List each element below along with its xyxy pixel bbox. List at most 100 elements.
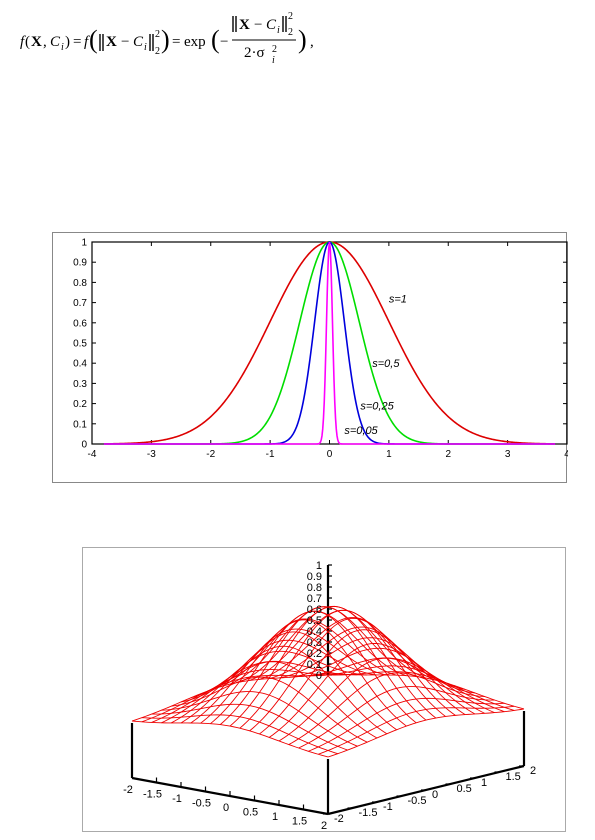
formula-sub2b: 2: [288, 27, 293, 38]
formula-minus1: −: [121, 34, 129, 50]
x-tick-label: 2: [321, 820, 327, 832]
formula-x3: X: [239, 17, 250, 33]
y-tick-label: 0.8: [73, 278, 87, 289]
mesh-line: [327, 708, 525, 758]
formula-sup2: 2: [155, 29, 160, 40]
x-tick-label: -1: [266, 449, 275, 460]
y-tick-label: 0.9: [73, 258, 87, 269]
mesh-line: [249, 609, 446, 717]
x-tick-label: -1.5: [143, 789, 162, 801]
x-tick-label: 0.5: [243, 807, 258, 819]
formula-bigparen-close: ): [161, 25, 170, 54]
formula-minus2: −: [220, 34, 228, 50]
mesh-line: [259, 617, 456, 716]
z-tick-label: 0.4: [307, 626, 322, 638]
mesh-line: [308, 697, 505, 752]
z-tick-label: 0.2: [307, 648, 322, 660]
y-tick-label: 0.7: [73, 298, 87, 309]
formula-eq2: =: [172, 34, 180, 50]
x-tick-label: 1: [272, 811, 278, 823]
gaussian-surface-chart: 00.10.20.30.40.50.60.70.80.91-2 -1.5 -1 -0.…: [82, 547, 566, 832]
formula-bigparen-open: (: [89, 25, 98, 54]
z-tick-label: 0.6: [307, 604, 322, 616]
y-tick-label: 0.5: [457, 783, 472, 795]
x-tick-label: 4: [564, 449, 568, 460]
x-tick-label: 1: [386, 449, 392, 460]
series-label: s=0,05: [344, 425, 378, 437]
z-tick-label: 0.3: [307, 637, 322, 649]
rbf-formula: f ( X , C i ) = f ( X − C i 2 2 ) = exp …: [20, 11, 314, 66]
mesh-line: [318, 705, 515, 755]
formula-c2: C: [133, 34, 144, 50]
mesh-line: [278, 637, 476, 715]
x-tick-label: 1.5: [292, 816, 307, 828]
x-tick-label: 0: [223, 802, 229, 814]
formula-c3: C: [266, 17, 277, 33]
y-tick-label: 0.2: [73, 399, 87, 410]
formula-paren-open: (: [25, 34, 30, 50]
mesh-line: [239, 605, 437, 719]
x-tick-label: 3: [505, 449, 511, 460]
mesh-line: [298, 657, 495, 714]
formula-comma: ,: [43, 34, 47, 50]
x-tick-label: -4: [88, 449, 97, 460]
formula-eq1: =: [73, 34, 81, 50]
x-tick-label: 2: [445, 449, 451, 460]
formula-sigma-sup: 2: [272, 44, 277, 55]
mesh-line: [278, 657, 476, 742]
y-tick-label: 1.5: [506, 771, 521, 783]
y-tick-label: -1.5: [359, 807, 378, 819]
y-tick-label: -0.5: [408, 795, 427, 807]
y-tick-label: -2: [334, 813, 344, 825]
x-tick-label: -0.5: [192, 798, 211, 810]
x-tick-label: -2: [123, 784, 133, 796]
y-tick-label: 0.3: [73, 379, 87, 390]
formula-bigparen-open2: (: [211, 25, 220, 54]
z-tick-label: 0.8: [307, 582, 322, 594]
y-tick-label: 1: [81, 238, 87, 249]
formula-i: i: [61, 42, 64, 53]
formula-i3: i: [277, 25, 280, 36]
x-tick-label: -3: [147, 449, 156, 460]
mesh-line: [269, 626, 466, 715]
formula-f: f: [20, 34, 26, 50]
formula-trailing-comma: ,: [310, 34, 314, 50]
formula-f2: f: [84, 34, 90, 50]
formula-paren-close: ): [65, 34, 70, 50]
formula-i2: i: [144, 42, 147, 53]
formula-c: C: [50, 34, 61, 50]
z-tick-label: 0: [316, 670, 322, 682]
series-label: s=0,5: [372, 358, 400, 370]
series-label: s=0,25: [360, 401, 394, 413]
y-tick-label: 0.4: [73, 359, 87, 370]
y-tick-label: -1: [383, 801, 393, 813]
series-label: s=1: [389, 294, 407, 306]
x-tick-label: 0: [327, 449, 333, 460]
gaussian-curves-chart: -4 -3 -2 -1 0 1 2 3 4 0 0.1 0.2 0.3 0.4 0.5 0.6 0.7 0.8 0.…: [52, 232, 568, 483]
z-tick-label: 0.1: [307, 659, 322, 671]
z-tick-label: 0.9: [307, 571, 322, 583]
mesh-line: [249, 617, 446, 732]
mesh-line: [327, 672, 525, 710]
x-tick-label: -1: [172, 793, 182, 805]
z-tick-label: 1: [316, 560, 322, 572]
series-line: [103, 241, 556, 445]
y-tick-label: 0: [81, 440, 87, 451]
formula-x2: X: [106, 34, 117, 50]
formula-bigparen-close2: ): [298, 25, 307, 54]
y-tick-label: 0.1: [73, 419, 87, 430]
mesh-line: [288, 672, 485, 745]
mesh-line: [288, 647, 485, 714]
formula-sup2b: 2: [288, 11, 293, 22]
formula-exp: exp: [184, 34, 206, 50]
y-tick-label: 0.5: [73, 339, 87, 350]
formula-sigma-sub: i: [272, 55, 275, 66]
formula-minus3: −: [254, 17, 262, 33]
y-tick-label: 1: [481, 777, 487, 789]
x-tick-label: -2: [206, 449, 215, 460]
formula-denominator: 2·σ: [244, 45, 265, 61]
mesh-line: [308, 665, 505, 713]
y-tick-label: 0: [432, 789, 438, 801]
formula-x: X: [31, 34, 42, 50]
z-tick-label: 0.7: [307, 593, 322, 605]
